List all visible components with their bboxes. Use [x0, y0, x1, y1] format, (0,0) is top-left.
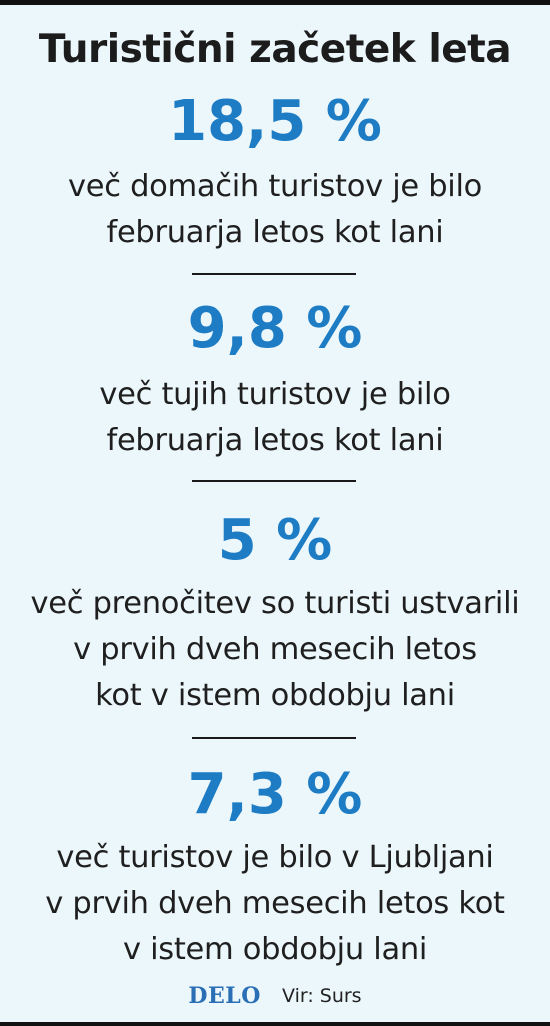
stat-value-domestic-tourists: 18,5 % [168, 89, 382, 154]
description-line: v prvih dveh mesecih letos [73, 632, 477, 667]
source-credit: Vir: Surs [281, 985, 362, 1007]
section-divider [192, 737, 356, 739]
description-line: več prenočitev so turisti ustvarili [30, 586, 520, 621]
description-line: kot v istem obdobju lani [95, 678, 455, 713]
description-line: februarja letos kot lani [106, 423, 444, 458]
description-line: februarja letos kot lani [106, 215, 444, 250]
footer: DELO Vir: Surs [0, 983, 550, 1013]
description-line: več domačih turistov je bilo [67, 169, 483, 204]
stat-value-foreign-tourists: 9,8 % [187, 296, 363, 361]
stat-value-ljubljana-tourists: 7,3 % [187, 762, 363, 827]
section-divider [192, 273, 356, 275]
section-divider [192, 480, 356, 482]
description-line: v istem obdobju lani [122, 932, 428, 967]
stat-description-foreign-tourists: več tujih turistov je bilo februarja let… [0, 372, 550, 464]
infographic-title: Turistični začetek leta [38, 27, 512, 72]
stat-description-overnight-stays: več prenočitev so turisti ustvarili v pr… [0, 581, 550, 719]
description-line: v prvih dveh mesecih letos kot [45, 886, 505, 921]
stat-description-ljubljana-tourists: več turistov je bilo v Ljubljani v prvih… [0, 835, 550, 973]
delo-logo: DELO [188, 983, 261, 1009]
stat-value-overnight-stays: 5 % [217, 508, 333, 573]
description-line: več turistov je bilo v Ljubljani [56, 840, 494, 875]
stat-description-domestic-tourists: več domačih turistov je bilo februarja l… [0, 164, 550, 256]
description-line: več tujih turistov je bilo [99, 377, 451, 412]
